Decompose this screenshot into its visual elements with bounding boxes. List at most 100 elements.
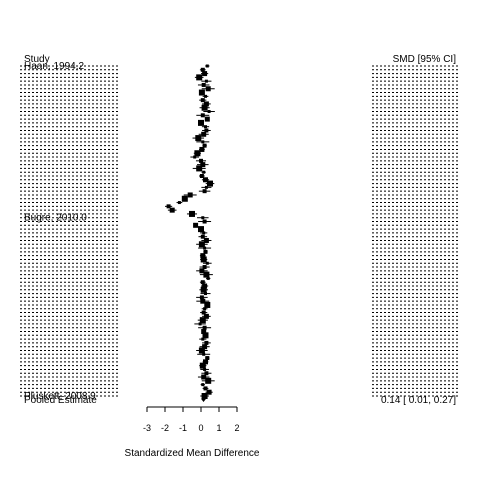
- study-row: [20, 216, 458, 220]
- study-point: [199, 174, 204, 178]
- study-point: [187, 192, 193, 198]
- study-row: [20, 207, 458, 213]
- study-point: [202, 265, 207, 270]
- study-row: [20, 352, 458, 356]
- study-point: [206, 389, 212, 395]
- study-point: [204, 301, 211, 308]
- study-row: [20, 110, 458, 114]
- study-row: [20, 119, 458, 126]
- study-row: [20, 150, 458, 157]
- pooled-diamond: [201, 396, 206, 402]
- study-point: [202, 189, 207, 194]
- study-point: [204, 292, 207, 296]
- study-row: [20, 332, 458, 339]
- study-point: [203, 307, 207, 311]
- study-point: [200, 256, 207, 263]
- study-point: [202, 283, 208, 289]
- study-point: [205, 86, 211, 92]
- study-point: [203, 101, 209, 107]
- study-row: [20, 180, 458, 187]
- study-row: [20, 271, 458, 278]
- study-point: [169, 207, 175, 213]
- study-row: [20, 219, 458, 224]
- x-tick-label: -3: [143, 423, 151, 433]
- study-point: [204, 340, 209, 345]
- study-point: [203, 271, 210, 278]
- study-point: [201, 374, 207, 380]
- study-row: [20, 192, 458, 198]
- study-point: [202, 325, 207, 330]
- study-row: [20, 389, 458, 395]
- x-tick-label: -2: [161, 423, 169, 433]
- study-point: [202, 219, 207, 224]
- study-point: [204, 128, 209, 133]
- x-axis-label: Standardized Mean Difference: [125, 448, 260, 459]
- study-row: [20, 158, 458, 163]
- study-label: Haan, 1994.2: [24, 61, 84, 72]
- study-row: [20, 165, 458, 172]
- study-point: [201, 310, 206, 315]
- study-row: [20, 189, 458, 194]
- study-point: [199, 158, 203, 163]
- study-point: [200, 280, 205, 285]
- study-point: [201, 131, 207, 137]
- study-row: [20, 292, 458, 296]
- study-point: [201, 82, 206, 87]
- study-point: [201, 393, 208, 399]
- study-point: [199, 146, 205, 152]
- study-point: [202, 344, 208, 350]
- study-point: [200, 67, 205, 72]
- study-row: [20, 241, 458, 248]
- study-row: [20, 143, 458, 148]
- study-row: [20, 140, 458, 144]
- study-row: [20, 162, 458, 168]
- study-row: [20, 67, 458, 72]
- header-smd-ci: SMD [95% CI]: [393, 54, 457, 65]
- study-row: [20, 195, 458, 202]
- study-row: [20, 340, 458, 345]
- study-row: [20, 222, 458, 228]
- study-point: [198, 119, 204, 126]
- study-row: [20, 249, 458, 254]
- study-label: Bugre, 2010.0: [24, 213, 87, 224]
- study-row: [20, 135, 458, 142]
- study-row: [20, 89, 458, 96]
- study-row: [20, 347, 458, 354]
- study-point: [204, 94, 207, 98]
- study-row: [20, 71, 458, 77]
- x-axis: -3 -2 -1 0 1 2: [143, 406, 240, 433]
- study-point: [203, 386, 208, 391]
- study-point: [177, 201, 181, 205]
- study-row: [20, 146, 458, 152]
- study-point: [203, 367, 207, 371]
- study-row: [20, 359, 458, 365]
- study-row: [20, 234, 458, 239]
- study-row: [20, 116, 458, 122]
- study-row: [20, 393, 458, 399]
- study-point: [203, 246, 207, 250]
- study-point: [200, 98, 205, 103]
- study-row: [20, 204, 458, 209]
- pooled-label: Pooled Estimate: [24, 395, 97, 406]
- study-row: [20, 256, 458, 263]
- study-row: [20, 301, 458, 308]
- study-point: [202, 332, 209, 339]
- study-point: [202, 143, 207, 148]
- study-row: [20, 261, 458, 265]
- study-point: [196, 165, 203, 172]
- study-row: [20, 104, 458, 111]
- study-point: [204, 371, 209, 376]
- study-row: [20, 237, 458, 243]
- study-row: [20, 322, 458, 326]
- study-point: [200, 113, 205, 118]
- study-point: [203, 177, 208, 183]
- study-point: [194, 150, 201, 157]
- study-row: [20, 295, 458, 300]
- study-row: [20, 86, 458, 92]
- x-tick-label: 2: [234, 423, 239, 433]
- study-row: [20, 177, 458, 183]
- study-point: [200, 286, 207, 293]
- study-row: [20, 313, 458, 319]
- x-tick-label: -1: [179, 423, 187, 433]
